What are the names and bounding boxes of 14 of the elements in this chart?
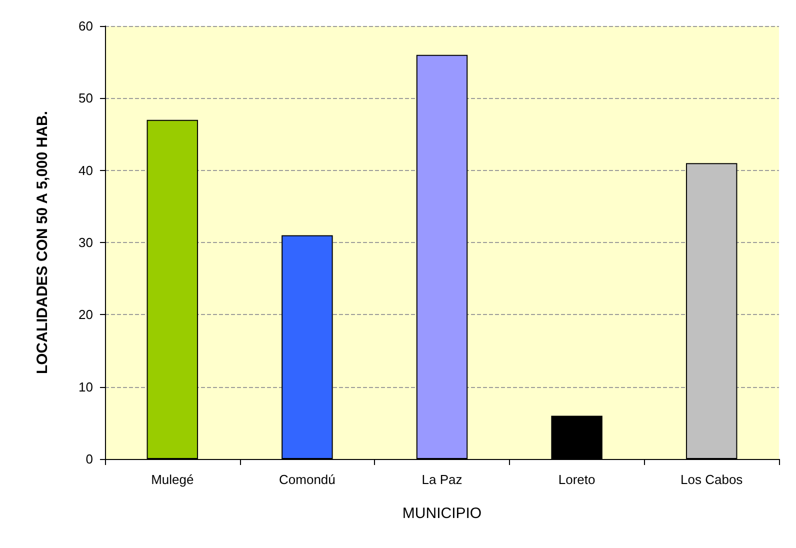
y-tick-label: 0 — [86, 452, 93, 466]
x-tick-label: Mulegé — [151, 472, 194, 487]
x-tick-label: Los Cabos — [680, 472, 744, 487]
y-tick-label: 30 — [78, 235, 93, 250]
x-axis-title: MUNICIPIO — [402, 505, 482, 522]
y-axis-title: LOCALIDADES CON 50 A 5,000 HAB. — [34, 110, 51, 374]
x-tick-label: Comondú — [279, 472, 336, 487]
y-tick-label: 40 — [78, 162, 93, 178]
y-tick-label: 60 — [78, 18, 93, 34]
y-tick-label: 20 — [78, 307, 93, 322]
y-tick-label: 50 — [78, 90, 93, 106]
x-tick-label: Loreto — [558, 472, 596, 487]
y-tick-label: 10 — [78, 379, 93, 394]
x-tick-label: La Paz — [422, 472, 462, 487]
